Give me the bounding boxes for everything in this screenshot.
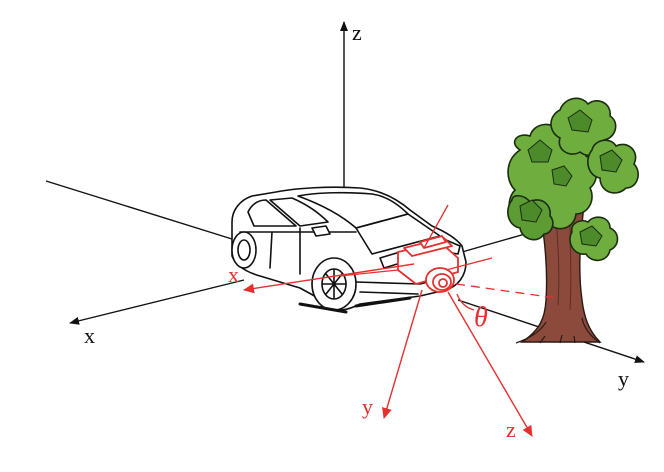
guide-vertical: [423, 204, 449, 249]
world-x-axis-back: [45, 180, 233, 240]
theta-dashed-line: [455, 283, 557, 299]
camera-y-axis: [382, 289, 423, 419]
camera-x-label: x: [228, 262, 239, 287]
camera-y-label: y: [362, 394, 373, 419]
world-x-axis: [69, 279, 245, 325]
camera-top-flash: [419, 235, 447, 249]
theta-arc: [456, 293, 475, 311]
tree-foliage-dark: [519, 109, 623, 247]
world-z-label: z: [352, 20, 362, 45]
world-y-label: y: [618, 366, 629, 391]
car-rear-wheel-rim: [237, 239, 251, 261]
tree-roots: [515, 317, 601, 344]
guide-horizontal: [445, 257, 493, 271]
car: [231, 186, 467, 314]
car-door-seam: [269, 227, 301, 275]
theta-label: θ: [474, 302, 488, 333]
car-front-wheel-spokes: [321, 269, 347, 299]
world-y-axis-back: [461, 231, 533, 253]
camera-x-axis: [243, 263, 415, 294]
guide-ground: [339, 269, 399, 277]
car-shadow: [298, 296, 412, 314]
camera: [397, 235, 459, 293]
camera-guides: [339, 204, 557, 311]
tree: [507, 97, 639, 344]
car-side-mirror: [311, 225, 331, 237]
camera-lens-core: [438, 278, 448, 288]
camera-axes: [243, 263, 533, 437]
car-side-window-rear: [247, 199, 297, 227]
car-side-window-front: [269, 197, 329, 227]
car-rear-wheel: [231, 231, 257, 269]
camera-z-label: z: [506, 417, 516, 442]
car-windshield: [297, 191, 409, 229]
world-x-label: x: [84, 323, 95, 348]
camera-z-axis: [447, 291, 533, 437]
